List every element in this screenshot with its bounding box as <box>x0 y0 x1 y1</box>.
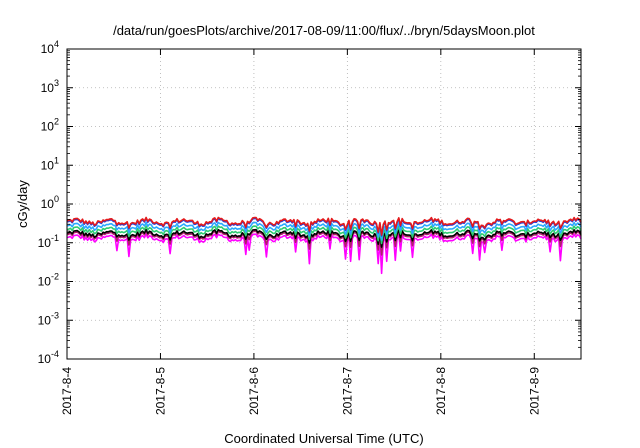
y-axis-label: cGy/day <box>15 180 30 228</box>
series-line <box>66 216 582 236</box>
grid-lines <box>67 49 581 359</box>
series-line <box>66 233 582 275</box>
series-line <box>66 225 582 245</box>
y-tick-label: 10-4 <box>38 349 59 366</box>
x-tick-label: 2017-8-4 <box>60 367 74 415</box>
x-axis-ticks: 2017-8-4 2017-8-5 2017-8-6 2017-8-7 2017-8-8… <box>60 49 541 415</box>
y-tick-label: 104 <box>41 39 59 56</box>
x-tick-label: 2017-8-6 <box>247 367 261 415</box>
x-tick-label: 2017-8-7 <box>340 367 354 415</box>
y-tick-label: 10-1 <box>38 233 59 250</box>
x-axis-label: Coordinated Universal Time (UTC) <box>224 431 423 446</box>
data-series <box>66 216 582 275</box>
y-tick-label: 102 <box>41 117 59 134</box>
y-tick-label: 10-3 <box>38 310 59 327</box>
y-tick-label: 100 <box>41 194 59 211</box>
chart-title: /data/run/goesPlots/archive/2017-08-09/1… <box>113 23 535 38</box>
series-line <box>66 221 582 241</box>
x-tick-label: 2017-8-8 <box>434 367 448 415</box>
y-tick-label: 103 <box>41 78 59 95</box>
y-tick-label: 101 <box>41 155 59 172</box>
y-tick-label: 10-2 <box>38 272 59 289</box>
y-axis-ticks: 10-4 10-3 10-2 10-1 100 101 102 103 104 <box>38 39 581 366</box>
x-tick-label: 2017-8-9 <box>527 367 541 415</box>
series-line <box>66 228 582 248</box>
series-line <box>66 230 582 256</box>
x-tick-label: 2017-8-5 <box>153 367 167 415</box>
